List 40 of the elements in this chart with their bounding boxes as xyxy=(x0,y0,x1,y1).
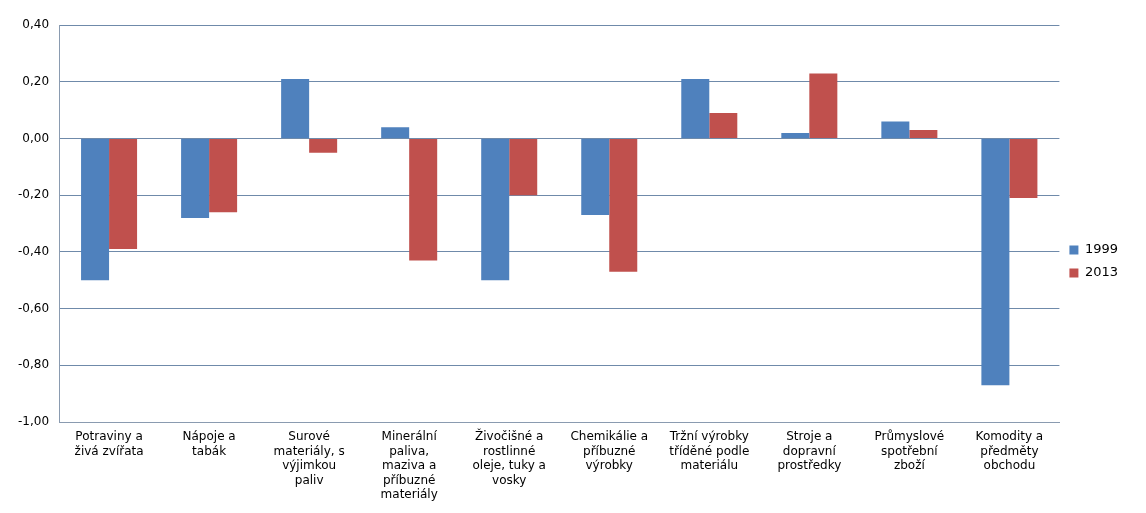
bar xyxy=(481,139,510,281)
bar xyxy=(581,139,610,216)
bar xyxy=(981,139,1010,386)
x-tick-label: Komodity a předměty obchodu xyxy=(975,429,1044,473)
bar xyxy=(709,113,738,139)
legend-label: 1999 xyxy=(1084,241,1119,257)
x-tick-label: Minerální paliva, maziva a příbuzné materiály xyxy=(380,429,438,501)
y-tick-label: -0,20 xyxy=(17,187,50,202)
y-tick-label: 0,20 xyxy=(22,74,50,89)
x-tick-label: Nápoje a tabák xyxy=(182,429,236,458)
bar xyxy=(881,121,910,139)
x-tick-label: Chemikálie a příbuzné výrobky xyxy=(570,429,649,473)
bar xyxy=(81,139,110,281)
bar xyxy=(309,139,338,153)
bar xyxy=(509,139,538,196)
y-tick-label: -1,00 xyxy=(17,414,50,429)
y-tick-label: 0,00 xyxy=(22,130,50,145)
y-tick-label: -0,80 xyxy=(17,357,50,372)
bar xyxy=(409,139,438,261)
bar xyxy=(909,130,938,139)
bar xyxy=(381,127,410,139)
legend-label: 2013 xyxy=(1084,264,1119,280)
x-tick-label: Potraviny a živá zvířata xyxy=(74,429,144,458)
x-tick-label: Průmyslové spotřební zboží xyxy=(874,429,945,473)
x-tick-label: Surové materiály, s výjimkou paliv xyxy=(273,429,345,487)
bar xyxy=(181,139,210,218)
y-tick-label: -0,60 xyxy=(17,300,50,315)
x-tick-label: Živočišné a rostlinné oleje, tuky a vosky xyxy=(472,428,546,487)
bar xyxy=(109,139,138,250)
bar xyxy=(681,79,710,139)
bar xyxy=(209,139,238,213)
y-tick-label: -0,40 xyxy=(17,244,50,259)
x-tick-label: Stroje a dopravní prostředky xyxy=(777,429,842,473)
bar xyxy=(809,73,838,139)
bar xyxy=(609,139,638,272)
bar xyxy=(781,132,810,139)
bar xyxy=(1009,139,1038,199)
x-tick-label: Tržní výrobky tříděné podle materiálu xyxy=(668,429,750,473)
y-tick-label: 0,40 xyxy=(22,17,50,32)
bar xyxy=(281,79,310,139)
